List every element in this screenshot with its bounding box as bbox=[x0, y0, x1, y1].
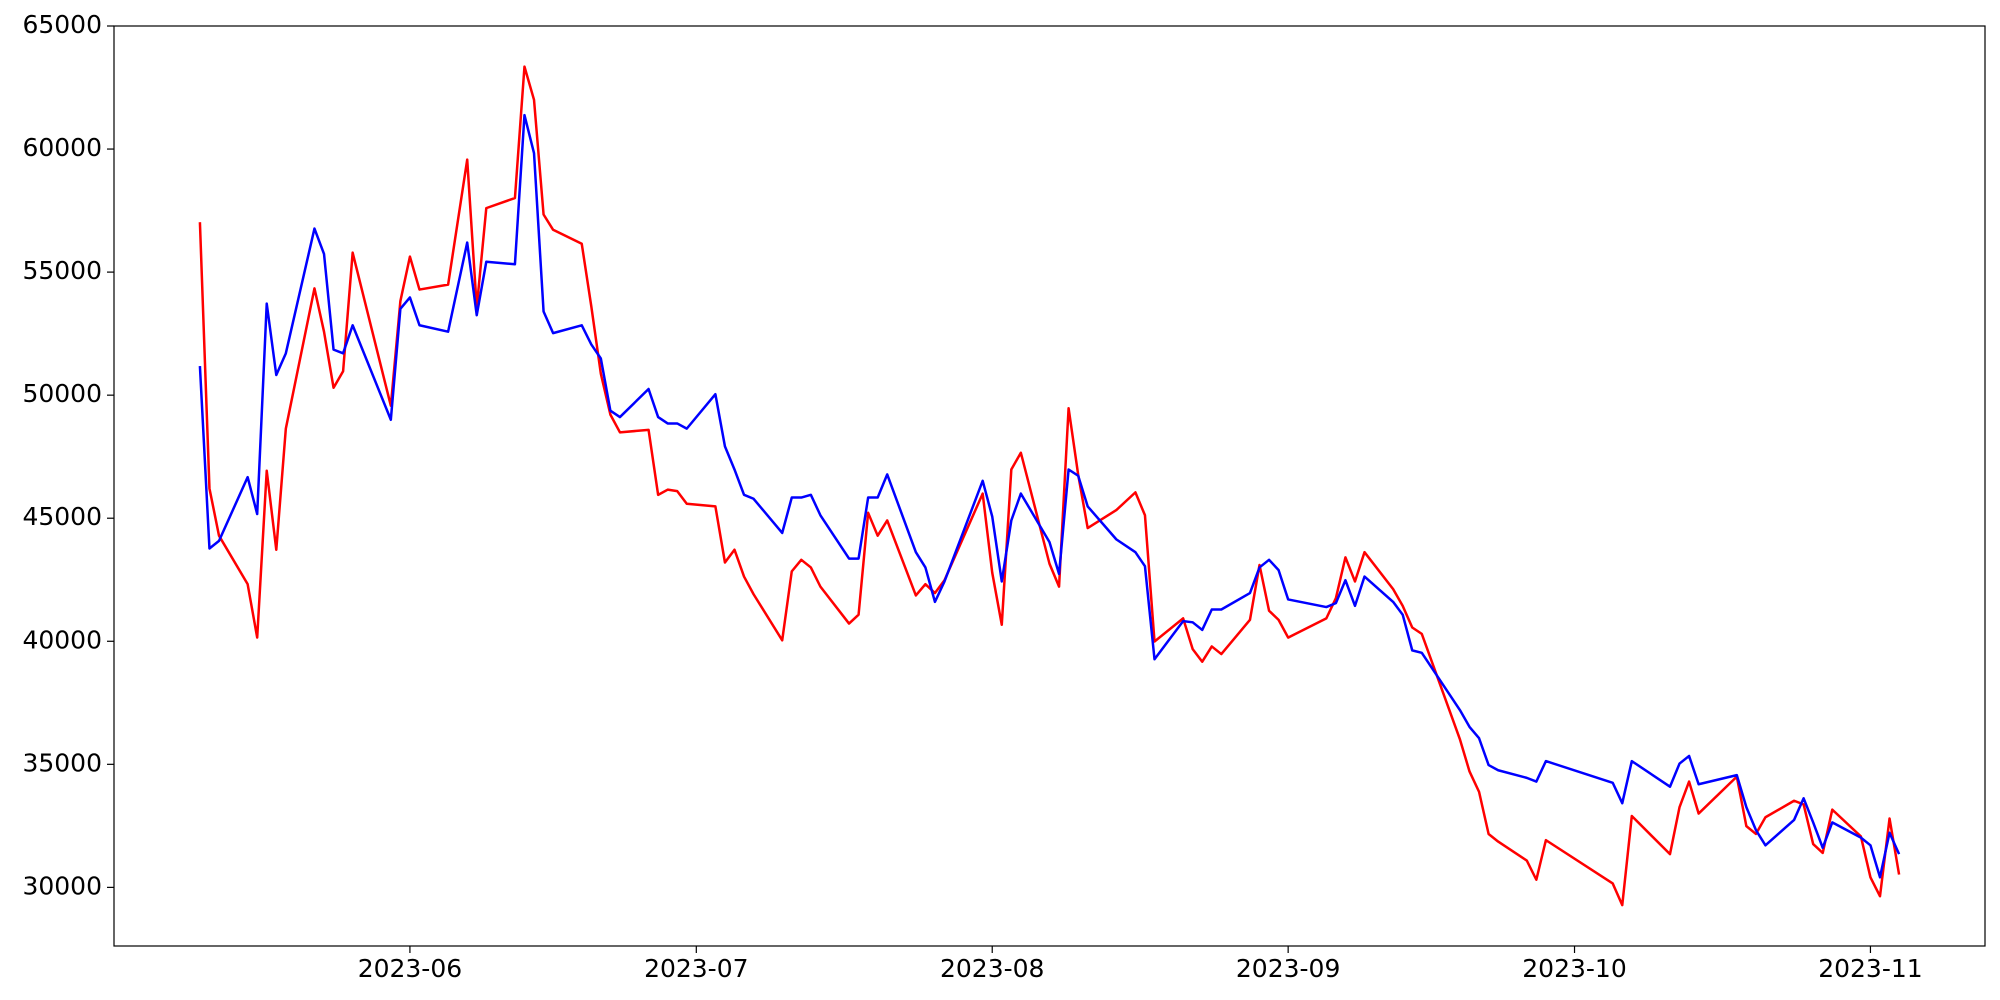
x-tick-label: 2023-09 bbox=[1236, 954, 1340, 983]
y-tick-label: 60000 bbox=[22, 133, 102, 162]
y-tick-label: 50000 bbox=[22, 379, 102, 408]
y-tick-label: 30000 bbox=[22, 871, 102, 900]
y-tick-label: 40000 bbox=[22, 625, 102, 654]
x-tick-label: 2023-07 bbox=[644, 954, 748, 983]
plot-frame bbox=[113, 25, 1986, 947]
x-tick-label: 2023-10 bbox=[1522, 954, 1626, 983]
x-tick-label: 2023-11 bbox=[1818, 954, 1922, 983]
line-series bbox=[198, 113, 1901, 879]
x-tick-label: 2023-08 bbox=[940, 954, 1044, 983]
x-tick-label: 2023-06 bbox=[358, 954, 462, 983]
y-tick-label: 65000 bbox=[22, 10, 102, 39]
line-series bbox=[198, 65, 1901, 907]
y-tick-label: 45000 bbox=[22, 502, 102, 531]
y-tick-label: 55000 bbox=[22, 256, 102, 285]
y-tick-label: 35000 bbox=[22, 748, 102, 777]
